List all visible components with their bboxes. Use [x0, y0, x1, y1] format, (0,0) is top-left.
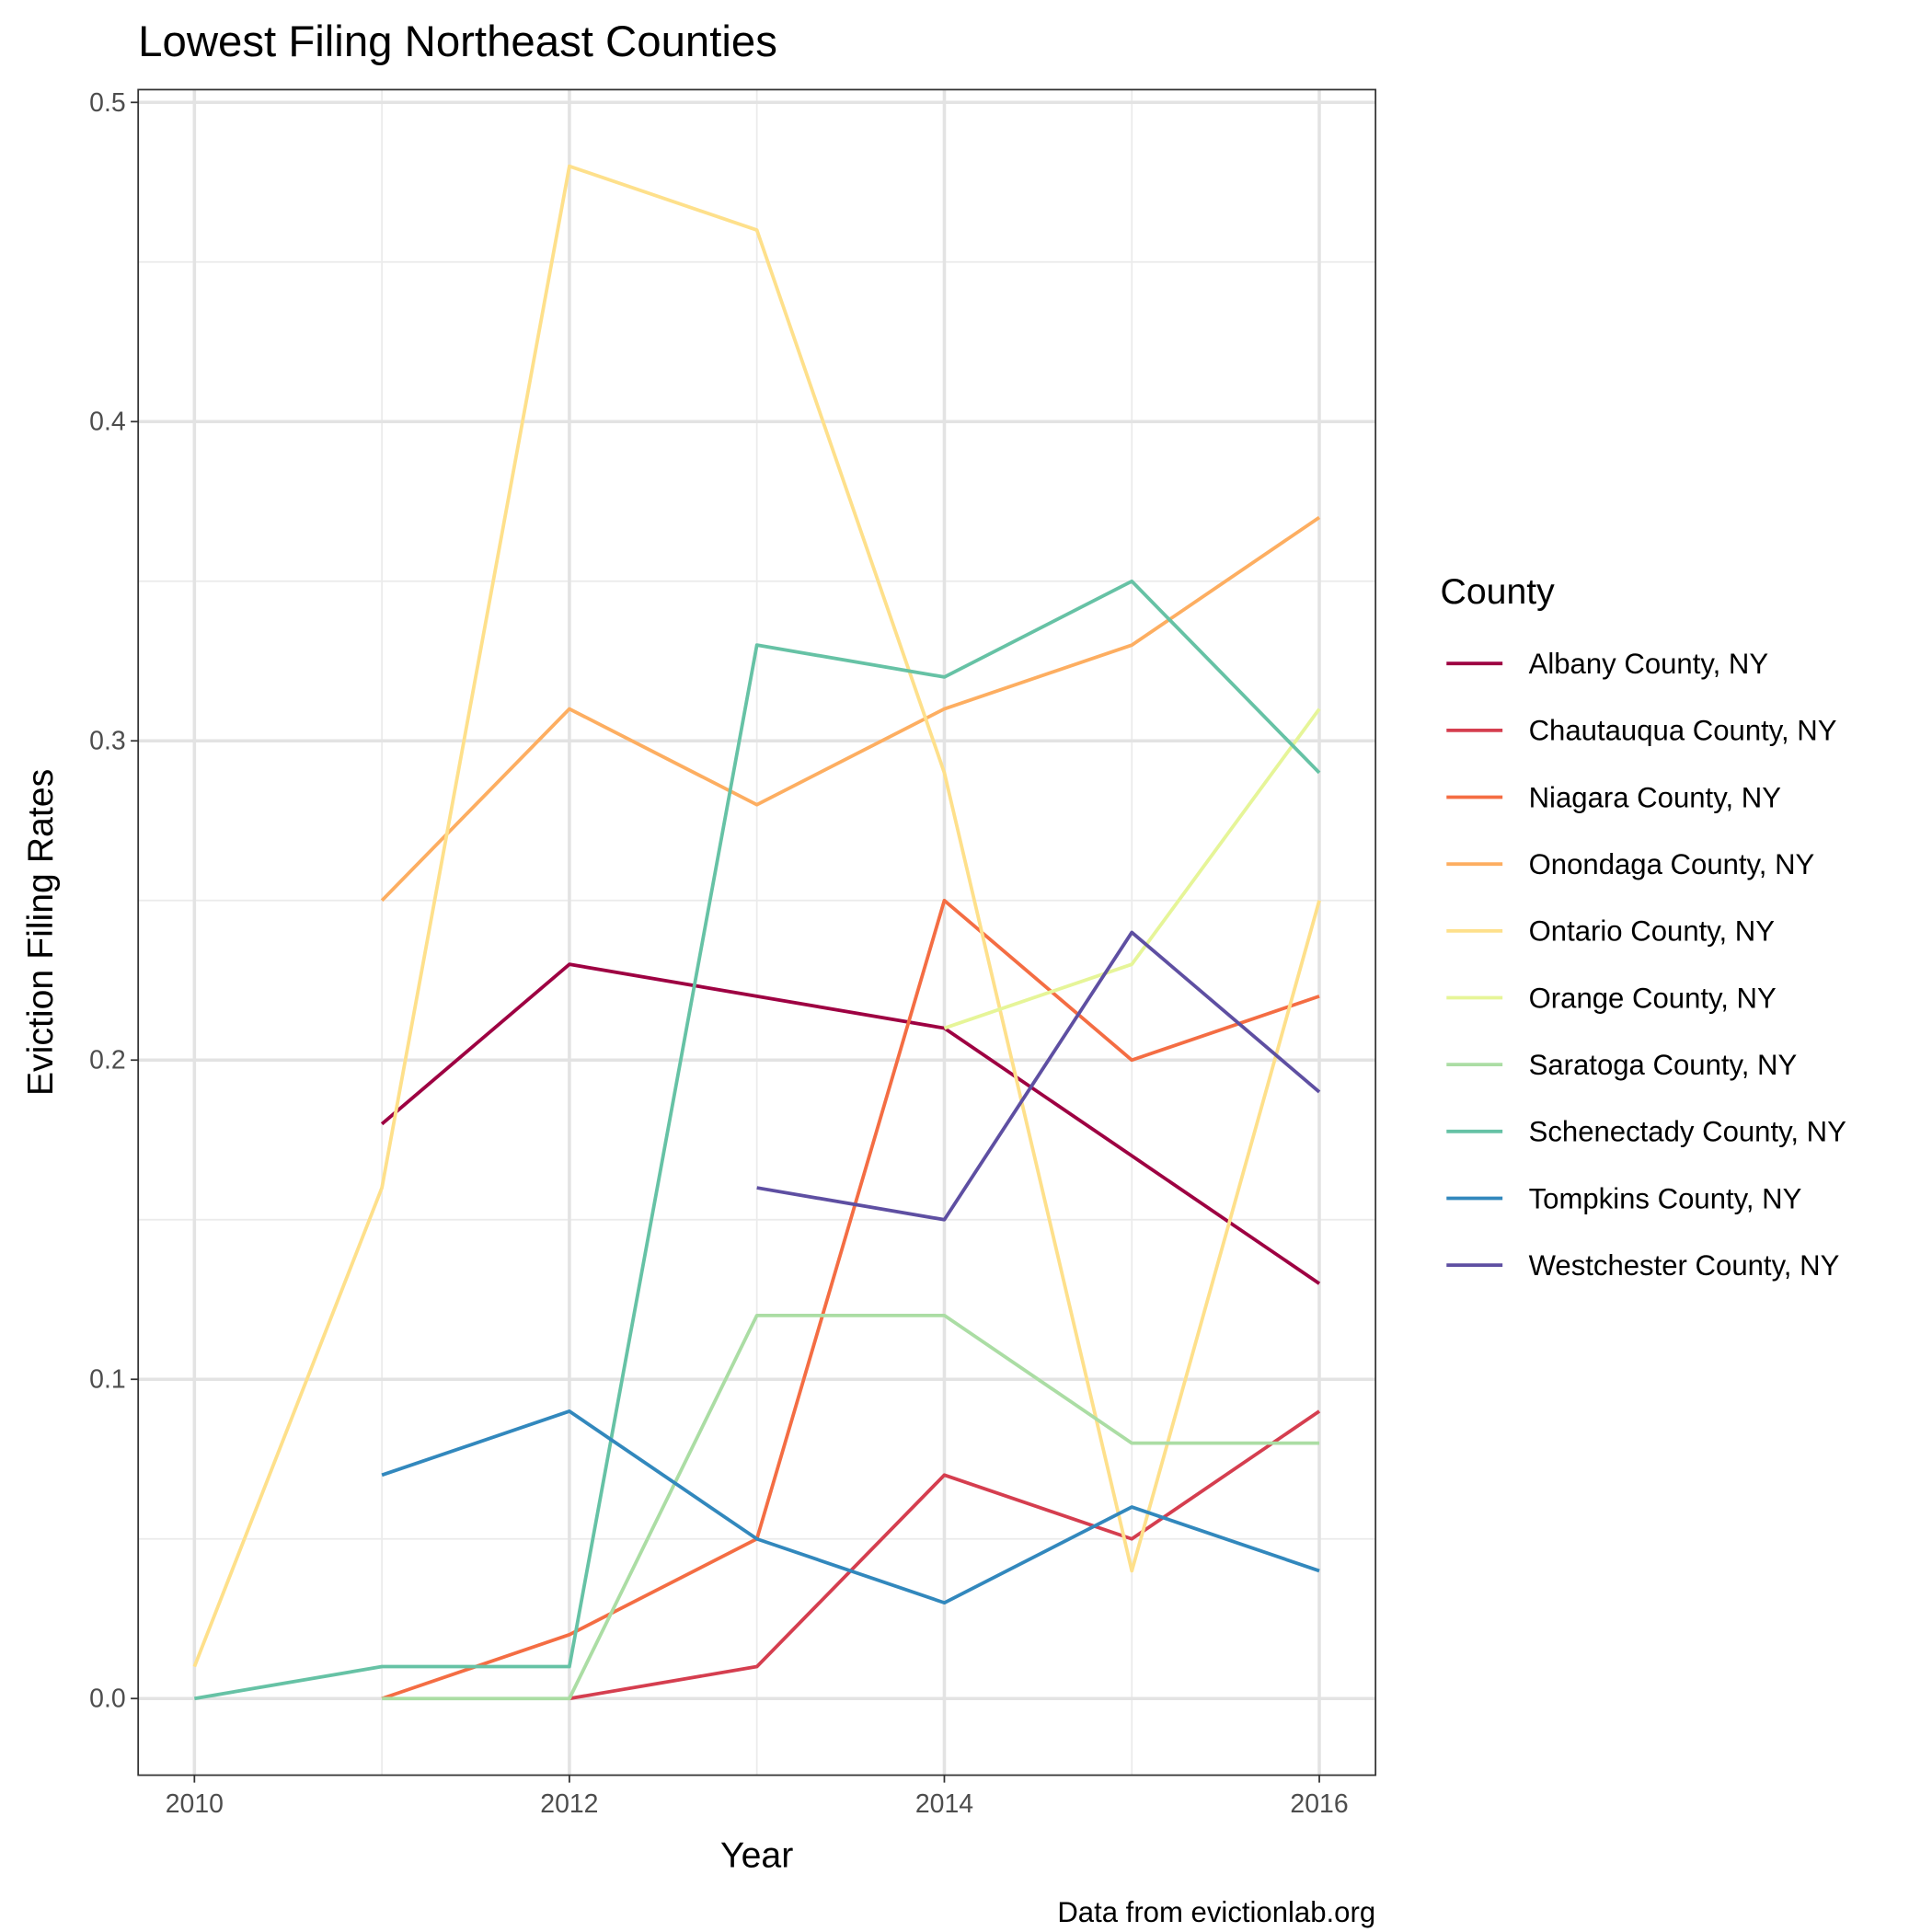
legend-label: Ontario County, NY [1529, 915, 1776, 948]
x-tick-label: 2012 [540, 1789, 598, 1819]
x-tick-label: 2014 [915, 1789, 973, 1819]
caption: Data from evictionlab.org [1057, 1896, 1375, 1928]
series-line [569, 1409, 1321, 1701]
series-line [380, 962, 1321, 1285]
series-line [381, 898, 1320, 1701]
legend-label: Saratoga County, NY [1529, 1049, 1798, 1081]
y-tick-label: 0.5 [89, 88, 126, 118]
legend-label: Chautauqua County, NY [1529, 715, 1837, 747]
y-tick-label: 0.2 [89, 1046, 126, 1075]
legend-label: Tompkins County, NY [1529, 1182, 1802, 1214]
y-tick-label: 0.3 [89, 727, 126, 756]
y-tick-label: 0.0 [89, 1685, 126, 1714]
x-axis-label: Year [720, 1835, 793, 1876]
legend-label: Onondaga County, NY [1529, 848, 1815, 880]
series-line [194, 579, 1321, 1701]
y-axis-label: Eviction Filing Rates [20, 769, 61, 1096]
y-tick-label: 0.1 [89, 1365, 126, 1395]
legend-title: County [1441, 571, 1556, 612]
legend-label: Schenectady County, NY [1529, 1116, 1847, 1148]
series-line [381, 1409, 1320, 1605]
series-line [192, 164, 1321, 1668]
chart-title: Lowest Filing Northeast Counties [138, 17, 777, 66]
series-line [382, 1313, 1320, 1701]
series-line [756, 930, 1321, 1222]
series-line [380, 515, 1321, 903]
legend-label: Albany County, NY [1529, 648, 1769, 680]
legend-label: Westchester County, NY [1529, 1249, 1840, 1282]
series-line [943, 707, 1321, 1030]
panel-border [137, 88, 1377, 1777]
legend-label: Niagara County, NY [1529, 781, 1782, 813]
legend-label: Orange County, NY [1529, 982, 1777, 1014]
x-tick-label: 2016 [1290, 1789, 1348, 1819]
y-tick-label: 0.4 [89, 408, 126, 437]
x-tick-label: 2010 [166, 1789, 224, 1819]
